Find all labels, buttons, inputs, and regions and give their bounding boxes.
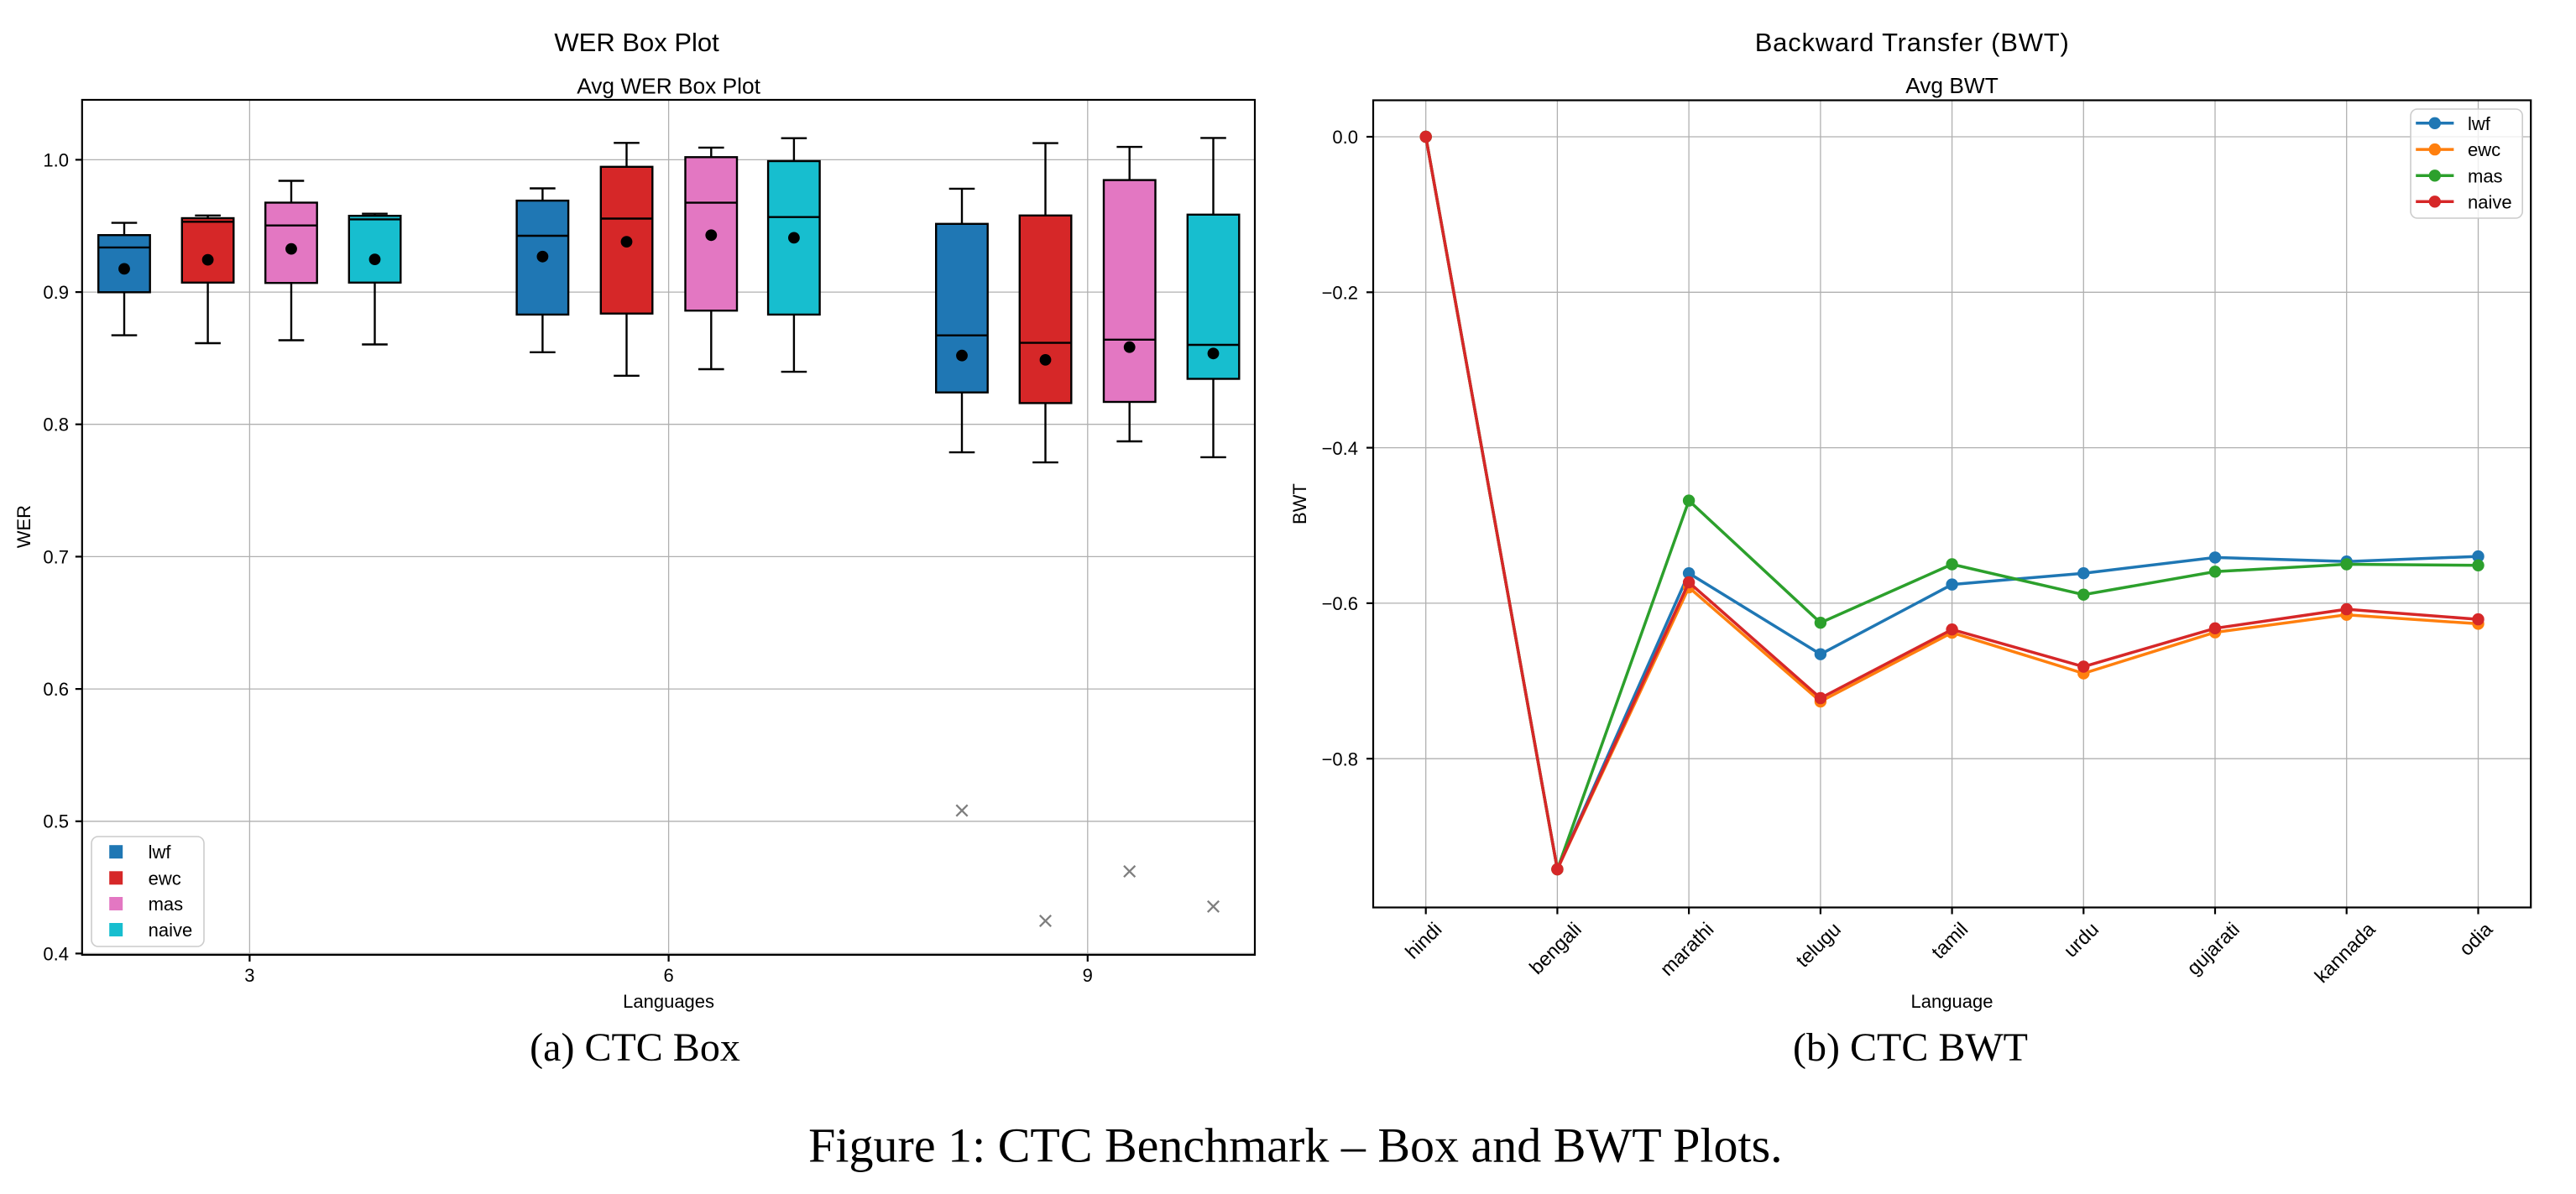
svg-text:6: 6	[663, 965, 673, 986]
svg-text:−0.6: −0.6	[1322, 593, 1358, 614]
svg-text:(a) CTC Box: (a) CTC Box	[530, 1025, 740, 1070]
svg-text:0.0: 0.0	[1332, 127, 1358, 148]
svg-text:3: 3	[244, 965, 254, 986]
svg-text:Avg WER Box Plot: Avg WER Box Plot	[577, 73, 760, 98]
svg-text:naive: naive	[2468, 191, 2512, 212]
svg-text:0.8: 0.8	[43, 415, 69, 435]
svg-text:Backward Transfer (BWT): Backward Transfer (BWT)	[1755, 28, 2070, 57]
svg-text:WER Box Plot: WER Box Plot	[554, 28, 719, 57]
svg-text:−0.4: −0.4	[1322, 438, 1358, 459]
svg-text:0.9: 0.9	[43, 282, 69, 303]
svg-text:9: 9	[1083, 965, 1093, 986]
svg-text:naive: naive	[149, 920, 193, 941]
svg-text:1.0: 1.0	[43, 149, 69, 170]
svg-text:0.6: 0.6	[43, 679, 69, 700]
svg-text:Figure 1: CTC Benchmark – Box: Figure 1: CTC Benchmark – Box and BWT Pl…	[808, 1118, 1782, 1173]
svg-text:0.4: 0.4	[43, 943, 69, 964]
svg-text:lwf: lwf	[2468, 113, 2491, 134]
svg-text:ewc: ewc	[149, 868, 181, 889]
svg-text:mas: mas	[2468, 165, 2503, 186]
svg-text:0.5: 0.5	[43, 811, 69, 832]
svg-text:mas: mas	[149, 894, 184, 915]
svg-text:−0.8: −0.8	[1322, 748, 1358, 769]
svg-text:(b) CTC BWT: (b) CTC BWT	[1793, 1025, 2028, 1070]
svg-text:−0.2: −0.2	[1322, 283, 1358, 304]
svg-text:Language: Language	[1911, 991, 1993, 1012]
svg-text:Languages: Languages	[623, 991, 714, 1012]
svg-text:lwf: lwf	[149, 842, 172, 863]
svg-text:WER: WER	[13, 505, 34, 548]
svg-text:BWT: BWT	[1289, 483, 1310, 524]
svg-text:0.7: 0.7	[43, 546, 69, 567]
svg-text:ewc: ewc	[2468, 139, 2500, 160]
svg-text:Avg BWT: Avg BWT	[1905, 73, 1999, 98]
